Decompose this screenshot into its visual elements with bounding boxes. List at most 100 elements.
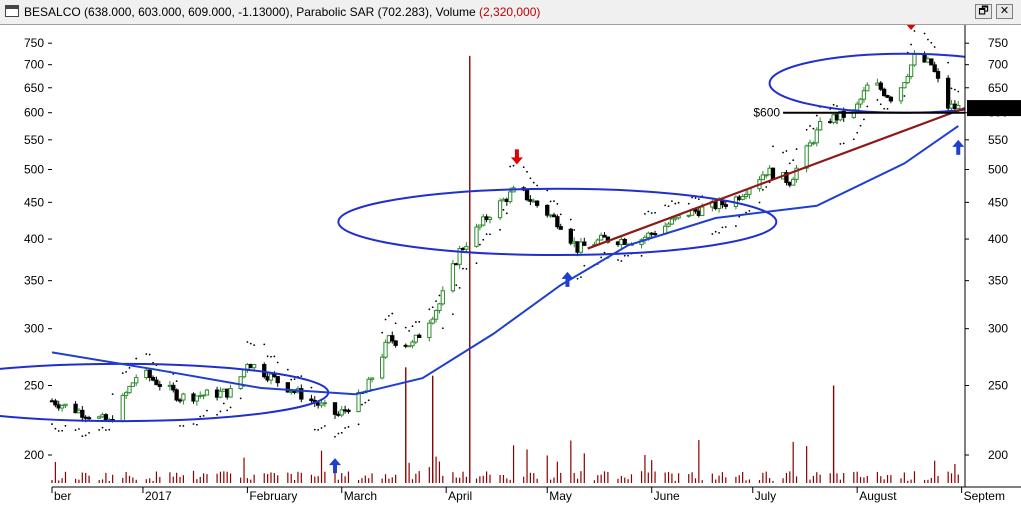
candle-body (582, 241, 587, 246)
sar-dot (623, 254, 626, 257)
candle-body (558, 226, 563, 230)
up-arrow-head (561, 271, 574, 279)
sar-dot (886, 107, 889, 110)
candle-body (214, 389, 220, 398)
month-label: July (755, 489, 776, 503)
sar-dot (714, 230, 717, 233)
sar-dot (337, 432, 340, 435)
candle-body (225, 388, 230, 398)
candle-body (716, 199, 722, 210)
sar-dot (388, 314, 390, 317)
candle-body (855, 103, 860, 111)
sar-dot (553, 200, 555, 203)
sar-dot (74, 429, 77, 431)
candle-body (881, 88, 887, 97)
up-arrow (328, 458, 341, 474)
sar-dot (54, 427, 57, 430)
sar-dot (576, 277, 579, 280)
candle-body (63, 403, 68, 407)
sar-dot (192, 423, 195, 425)
sar-dot (411, 325, 414, 328)
candle-body (366, 378, 371, 392)
month-label: April (448, 489, 472, 503)
candle-body (575, 241, 580, 253)
up-arrow-head (952, 139, 965, 147)
sar-dot (458, 286, 461, 289)
sar-dot (772, 145, 774, 148)
candle-body (346, 409, 351, 413)
candle-body (767, 167, 772, 176)
y-tick-label-left: 550 (24, 133, 44, 147)
candle-body (332, 402, 338, 415)
candle-body (811, 142, 816, 145)
sar-dot (664, 204, 667, 207)
ohlc-values: (638.000, 603.000, 609.000, -1.13000) (84, 5, 290, 19)
sar-dot (812, 127, 815, 130)
candle-body (865, 84, 870, 92)
sar-dot (462, 267, 464, 270)
candle-body (342, 409, 348, 412)
sar-dot (670, 200, 673, 203)
restore-window-button[interactable]: 🗗 (975, 4, 992, 19)
sar-dot (748, 209, 751, 212)
month-label: August (859, 489, 897, 503)
candle-body (743, 193, 749, 197)
candle-body (194, 395, 200, 402)
sar-dot (805, 128, 808, 131)
last-price-tag: 609.000 (967, 100, 1021, 117)
candle-body (393, 340, 398, 346)
sar-dot (711, 233, 714, 235)
sar-dot (286, 368, 289, 371)
candle-body (696, 210, 701, 216)
candle-body (289, 390, 294, 393)
sar-dot (933, 46, 936, 48)
sar-dot (61, 429, 64, 432)
sar-label: Parabolic SAR (702.283) (296, 5, 429, 19)
candle-body (946, 77, 951, 109)
candle-body (201, 394, 206, 397)
y-tick-label-left: 250 (24, 378, 44, 392)
chart-area: $600? 2002002502503003003503504004004504… (0, 25, 1021, 506)
candle-body (457, 248, 462, 265)
sar-dot (832, 103, 835, 106)
sar-dot (199, 415, 202, 418)
sar-dot (866, 105, 869, 108)
candle-body (700, 206, 705, 216)
y-tick-label-left: 700 (24, 58, 44, 72)
candle-body (932, 64, 937, 73)
y-tick-label-right: 250 (988, 378, 1008, 392)
candle-body (834, 114, 840, 121)
sar-dot (522, 166, 525, 169)
candle-body (723, 204, 728, 207)
sar-dot (179, 424, 181, 427)
candle-body (508, 191, 513, 203)
candle-body (390, 335, 395, 342)
y-tick-label-left: 450 (24, 195, 44, 209)
sar-dot (620, 260, 623, 262)
candle-body (83, 416, 88, 419)
candle-body (265, 376, 270, 381)
sar-dot (148, 353, 151, 356)
sar-dot (414, 321, 417, 323)
sar-dot (836, 105, 838, 107)
candle-body (56, 404, 61, 409)
sar-dot (270, 355, 272, 358)
up-arrow-shaft (332, 464, 337, 474)
sar-dot (357, 423, 360, 426)
close-window-button[interactable]: ✕ (996, 4, 1013, 19)
sar-dot (276, 361, 279, 364)
sar-dot (677, 201, 680, 204)
candle-body (275, 376, 280, 384)
sar-dot (485, 233, 488, 236)
candle-body (464, 245, 469, 250)
down-arrow-head (510, 157, 523, 165)
sar-dot (105, 429, 107, 431)
candle-body (53, 400, 58, 406)
candle-body (807, 142, 813, 147)
sar-dot (532, 181, 535, 184)
sar-dot (57, 430, 60, 432)
sar-dot (957, 90, 960, 93)
candle-body (177, 399, 183, 402)
candle-body (740, 195, 745, 200)
consolidation-ellipse (337, 187, 778, 257)
